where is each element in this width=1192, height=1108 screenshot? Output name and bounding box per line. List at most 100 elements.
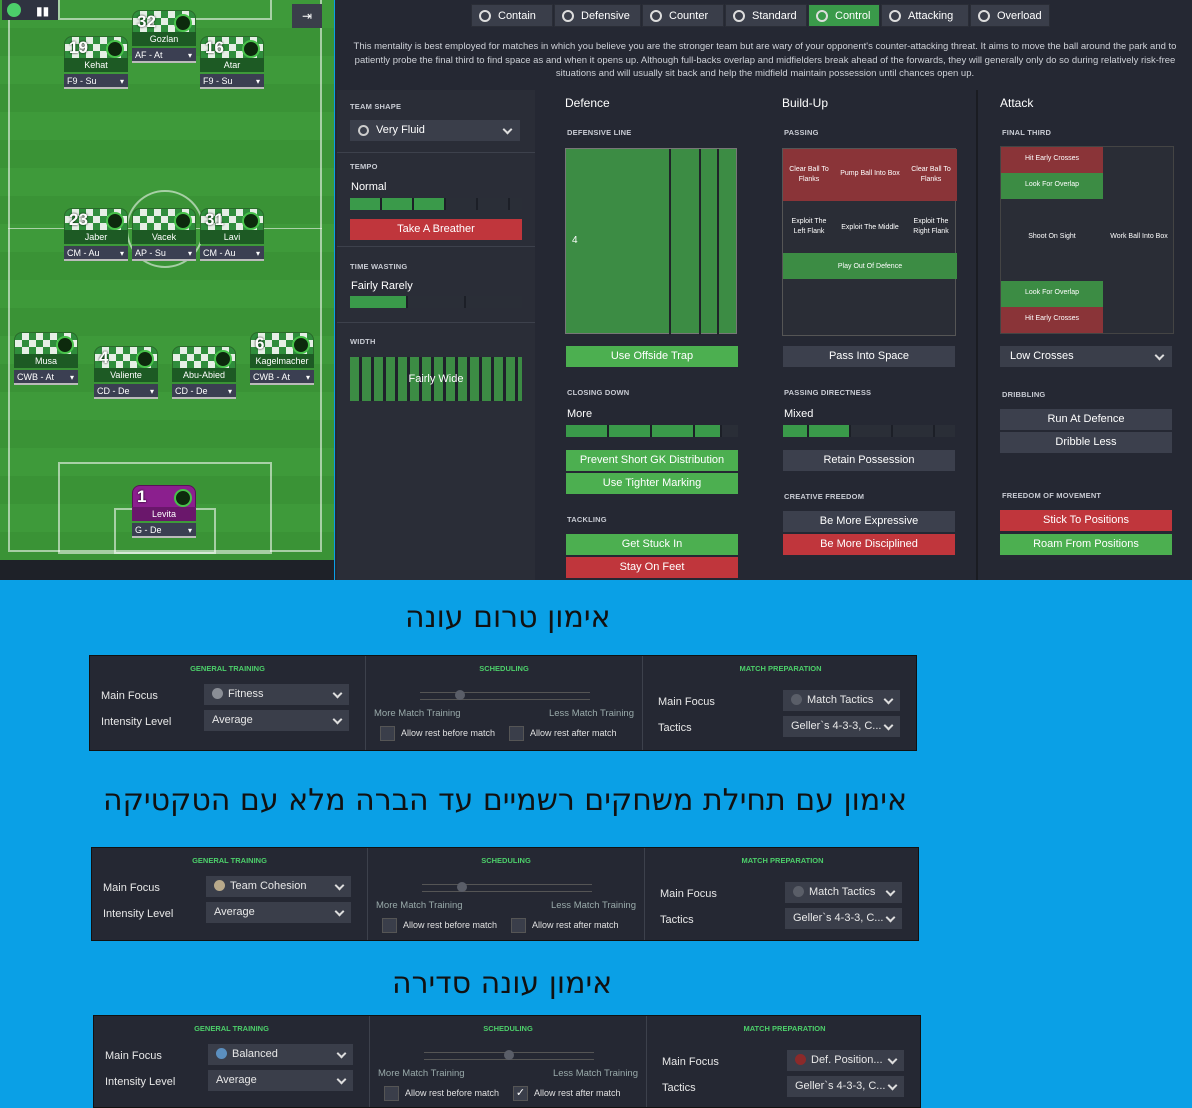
team-shape-dropdown[interactable]: Very Fluid	[350, 120, 520, 141]
player-card[interactable]: 23 Jaber CM - Au	[64, 208, 128, 264]
player-role-dropdown[interactable]: CD - De	[94, 384, 158, 399]
run-at-defence-button[interactable]: Run At Defence	[1000, 409, 1172, 430]
time-wasting-label: TIME WASTING	[350, 262, 408, 271]
mentality-tab-overload[interactable]: Overload	[970, 4, 1050, 27]
player-role-dropdown[interactable]: CD - De	[172, 384, 236, 399]
final-third-option[interactable]: Look For Overlap	[1024, 289, 1080, 296]
tempo-bar[interactable]	[350, 198, 522, 210]
pitch-view-icon[interactable]	[7, 3, 21, 17]
get-stuck-in-button[interactable]: Get Stuck In	[566, 534, 738, 555]
player-card[interactable]: 32 Gozlan AF - At	[132, 10, 196, 66]
mentality-tab-defensive[interactable]: Defensive	[554, 4, 641, 27]
tactics-dropdown[interactable]: Geller`s 4-3-3, C...	[785, 908, 902, 929]
final-third-option[interactable]: Hit Early Crosses	[1024, 315, 1080, 322]
player-status-icon	[56, 336, 74, 354]
tighter-marking-button[interactable]: Use Tighter Marking	[566, 473, 738, 494]
scheduling-slider[interactable]	[424, 1050, 594, 1060]
mentality-tab-control[interactable]: Control	[808, 4, 880, 27]
mentality-tab-contain[interactable]: Contain	[471, 4, 553, 27]
scheduling-slider[interactable]	[420, 690, 590, 700]
prevent-gk-distribution-button[interactable]: Prevent Short GK Distribution	[566, 450, 738, 471]
passing-option[interactable]: Clear Ball To Flanks	[911, 166, 951, 183]
more-disciplined-button[interactable]: Be More Disciplined	[783, 534, 955, 555]
passing-option[interactable]: Play Out Of Defence	[837, 263, 903, 270]
main-focus-dropdown[interactable]: Team Cohesion	[206, 876, 351, 897]
mp-focus-dropdown[interactable]: Match Tactics	[785, 882, 902, 903]
slider-knob[interactable]	[455, 690, 465, 700]
collapse-icon[interactable]: ⇥	[292, 4, 322, 28]
rest-before-checkbox[interactable]	[380, 726, 395, 741]
scheduling-slider[interactable]	[422, 882, 592, 892]
player-status-icon	[174, 14, 192, 32]
mentality-tab-attacking[interactable]: Attacking	[881, 4, 969, 27]
final-third-option[interactable]: Shoot On Sight	[1028, 233, 1076, 240]
rest-after-checkbox[interactable]	[511, 918, 526, 933]
mp-focus-icon	[793, 886, 804, 897]
main-focus-dropdown[interactable]: Balanced	[208, 1044, 353, 1065]
stay-on-feet-button[interactable]: Stay On Feet	[566, 557, 738, 578]
passing-option[interactable]: Exploit The Left Flank	[791, 218, 827, 235]
main-focus-dropdown[interactable]: Fitness	[204, 684, 349, 705]
passing-directness-bar[interactable]	[783, 425, 955, 437]
passing-option[interactable]: Exploit The Middle	[841, 224, 899, 231]
dribble-less-button[interactable]: Dribble Less	[1000, 432, 1172, 453]
take-breather-button[interactable]: Take A Breather	[350, 219, 522, 240]
player-role-dropdown[interactable]: AP - Su	[132, 246, 196, 261]
mentality-tab-counter[interactable]: Counter	[642, 4, 724, 27]
rest-after-checkbox[interactable]	[509, 726, 524, 741]
player-role-dropdown[interactable]: F9 - Su	[64, 74, 128, 89]
offside-trap-button[interactable]: Use Offside Trap	[566, 346, 738, 367]
roam-from-positions-button[interactable]: Roam From Positions	[1000, 534, 1172, 555]
player-name: Kehat	[64, 58, 128, 72]
final-third-option[interactable]: Look For Overlap	[1024, 181, 1080, 188]
player-role-dropdown[interactable]: G - De	[132, 523, 196, 538]
player-status-icon	[242, 40, 260, 58]
player-role-dropdown[interactable]: AF - At	[132, 48, 196, 63]
slider-knob[interactable]	[504, 1050, 514, 1060]
player-role-dropdown[interactable]: F9 - Su	[200, 74, 264, 89]
final-third-option[interactable]: Work Ball Into Box	[1110, 233, 1168, 240]
mp-focus-icon	[795, 1054, 806, 1065]
stick-to-positions-button[interactable]: Stick To Positions	[1000, 510, 1172, 531]
tactics-dropdown[interactable]: Geller`s 4-3-3, C...	[783, 716, 900, 737]
player-role-dropdown[interactable]: CWB - At	[14, 370, 78, 385]
intensity-dropdown[interactable]: Average	[208, 1070, 353, 1091]
mp-focus-dropdown[interactable]: Def. Position...	[787, 1050, 904, 1071]
rest-before-checkbox[interactable]	[384, 1086, 399, 1101]
player-card[interactable]: 16 Atar F9 - Su	[200, 36, 264, 92]
main-focus-label: Main Focus	[103, 882, 160, 894]
player-card[interactable]: 19 Kehat F9 - Su	[64, 36, 128, 92]
passing-option[interactable]: Clear Ball To Flanks	[789, 166, 829, 183]
time-wasting-bar[interactable]	[350, 296, 522, 308]
player-role-dropdown[interactable]: CM - Au	[200, 246, 264, 261]
crossing-dropdown[interactable]: Low Crosses	[1000, 346, 1172, 367]
tactics-dropdown[interactable]: Geller`s 4-3-3, C...	[787, 1076, 904, 1097]
player-card[interactable]: Vacek AP - Su	[132, 208, 196, 264]
rest-after-checkbox[interactable]: ✓	[513, 1086, 528, 1101]
player-card[interactable]: 6 Kagelmacher CWB - At	[250, 332, 314, 388]
player-card[interactable]: 31 Lavi CM - Au	[200, 208, 264, 264]
pass-into-space-button[interactable]: Pass Into Space	[783, 346, 955, 367]
player-role-dropdown[interactable]: CM - Au	[64, 246, 128, 261]
final-third-option[interactable]: Hit Early Crosses	[1024, 155, 1080, 162]
rest-before-checkbox[interactable]	[382, 918, 397, 933]
more-expressive-button[interactable]: Be More Expressive	[783, 511, 955, 532]
player-card[interactable]: 4 Valiente CD - De	[94, 346, 158, 402]
player-number: 19	[69, 38, 88, 57]
player-role-dropdown[interactable]: CWB - At	[250, 370, 314, 385]
closing-down-bar[interactable]	[566, 425, 738, 437]
player-card[interactable]: 1 Levita G - De	[132, 485, 196, 541]
retain-possession-button[interactable]: Retain Possession	[783, 450, 955, 471]
slider-knob[interactable]	[457, 882, 467, 892]
intensity-dropdown[interactable]: Average	[204, 710, 349, 731]
mp-focus-dropdown[interactable]: Match Tactics	[783, 690, 900, 711]
defensive-line-graphic[interactable]: 4	[565, 148, 737, 335]
width-graphic[interactable]: Fairly Wide	[350, 357, 522, 401]
stats-icon[interactable]: ▮▮	[36, 4, 50, 18]
intensity-dropdown[interactable]: Average	[206, 902, 351, 923]
passing-option[interactable]: Exploit The Right Flank	[913, 218, 949, 235]
mentality-tab-standard[interactable]: Standard	[725, 4, 807, 27]
player-card[interactable]: Abu-Abied CD - De	[172, 346, 236, 402]
passing-option[interactable]: Pump Ball Into Box	[840, 170, 900, 177]
player-card[interactable]: Musa CWB - At	[14, 332, 78, 388]
